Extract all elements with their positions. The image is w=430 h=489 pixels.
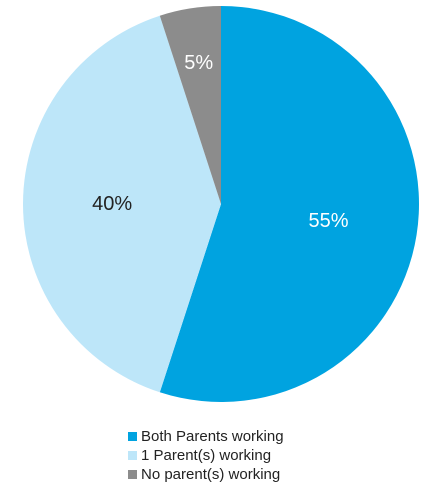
pie-chart-svg: 55% 40% 5% xyxy=(22,6,419,402)
pie-slice-one-parent xyxy=(22,15,221,393)
legend-swatch-no-parent xyxy=(128,470,137,479)
slice-label-no-parent: 5% xyxy=(184,52,213,74)
pie-slice-no-parent xyxy=(159,6,221,204)
legend-item-no-parent: No parent(s) working xyxy=(128,465,284,484)
pie-chart: 55% 40% 5% xyxy=(22,6,419,402)
legend-item-one-parent: 1 Parent(s) working xyxy=(128,446,284,465)
legend-label-one-parent: 1 Parent(s) working xyxy=(141,447,272,464)
pie-slice-both-parents xyxy=(159,6,419,402)
legend-label-no-parent: No parent(s) working xyxy=(141,466,281,483)
legend-label-both-parents: Both Parents working xyxy=(141,428,284,445)
legend: Both Parents working 1 Parent(s) working… xyxy=(128,427,284,484)
slice-label-one-parent: 40% xyxy=(92,193,132,215)
legend-item-both-parents: Both Parents working xyxy=(128,427,284,446)
legend-swatch-one-parent xyxy=(128,451,137,460)
legend-swatch-both-parents xyxy=(128,432,137,441)
slice-label-both-parents: 55% xyxy=(309,210,349,232)
